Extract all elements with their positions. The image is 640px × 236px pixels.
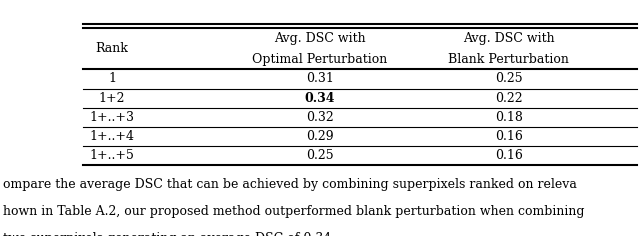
Text: ompare the average DSC that can be achieved by combining superpixels ranked on r: ompare the average DSC that can be achie… <box>3 178 577 191</box>
Text: 0.34: 0.34 <box>305 92 335 105</box>
Text: 1+..+5: 1+..+5 <box>90 149 134 162</box>
Text: 1: 1 <box>108 72 116 85</box>
Text: 0.16: 0.16 <box>495 149 523 162</box>
Text: 0.29: 0.29 <box>306 130 334 143</box>
Text: 0.22: 0.22 <box>495 92 523 105</box>
Text: Avg. DSC with: Avg. DSC with <box>463 32 555 45</box>
Text: 1+..+3: 1+..+3 <box>90 111 134 124</box>
Text: 0.31: 0.31 <box>306 72 334 85</box>
Text: 0.16: 0.16 <box>495 130 523 143</box>
Text: 1+2: 1+2 <box>99 92 125 105</box>
Text: Optimal Perturbation: Optimal Perturbation <box>252 53 388 66</box>
Text: Avg. DSC with: Avg. DSC with <box>274 32 366 45</box>
Text: hown in Table A.2, our proposed method outperformed blank perturbation when comb: hown in Table A.2, our proposed method o… <box>3 205 585 218</box>
Text: Blank Perturbation: Blank Perturbation <box>449 53 569 66</box>
Text: 1+..+4: 1+..+4 <box>90 130 134 143</box>
Text: Rank: Rank <box>95 42 129 55</box>
Text: 0.25: 0.25 <box>306 149 334 162</box>
Text: 0.32: 0.32 <box>306 111 334 124</box>
Text: two superpixels generating an average DSC of 0.34.: two superpixels generating an average DS… <box>3 232 335 236</box>
Text: 0.25: 0.25 <box>495 72 523 85</box>
Text: 0.18: 0.18 <box>495 111 523 124</box>
